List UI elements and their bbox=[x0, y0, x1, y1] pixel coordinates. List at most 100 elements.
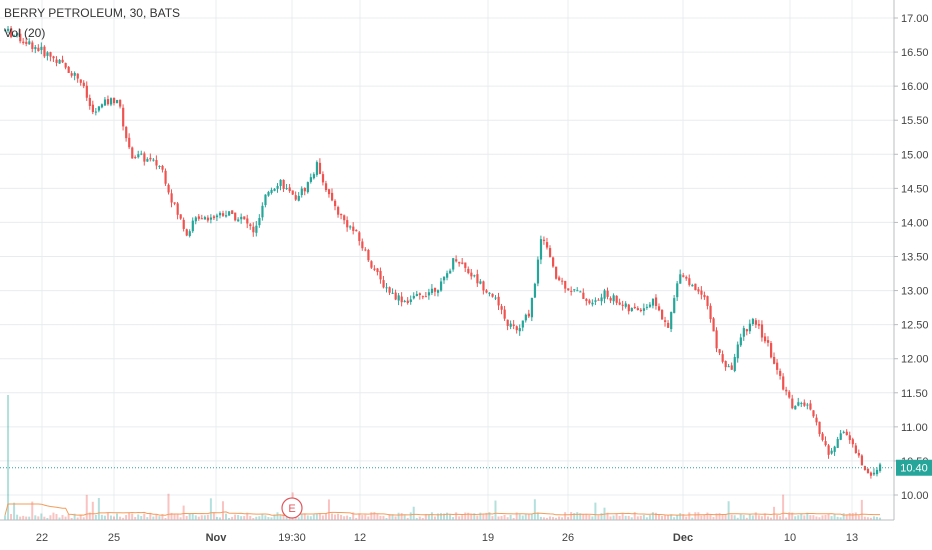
candle-body bbox=[279, 179, 282, 186]
time-tick-label: 10 bbox=[784, 532, 796, 544]
candle-body bbox=[869, 472, 873, 476]
volume-bar bbox=[346, 515, 349, 520]
volume-bar bbox=[385, 517, 388, 520]
volume-bar bbox=[443, 513, 446, 520]
volume-bar bbox=[46, 517, 49, 520]
candle-body bbox=[588, 300, 591, 304]
volume-legend[interactable]: Vol (20) bbox=[4, 26, 46, 40]
candle-body bbox=[536, 259, 540, 284]
candle-body bbox=[88, 97, 91, 106]
price-tick-label: 13.00 bbox=[901, 286, 929, 298]
candle-body bbox=[249, 224, 252, 227]
candle-body bbox=[803, 402, 806, 406]
candle-body bbox=[131, 147, 134, 159]
candle-body bbox=[879, 464, 882, 471]
price-tick-label: 16.00 bbox=[901, 81, 929, 93]
candle-body bbox=[576, 290, 579, 292]
volume-bar bbox=[536, 512, 539, 520]
candle-body bbox=[43, 46, 46, 57]
candle-body bbox=[164, 170, 167, 184]
candle-body bbox=[412, 295, 415, 299]
volume-bar bbox=[639, 515, 642, 520]
earnings-marker[interactable]: E bbox=[281, 497, 303, 519]
volume-bar bbox=[318, 513, 321, 520]
candle-body bbox=[70, 73, 73, 76]
volume-bar bbox=[22, 515, 25, 520]
candle-body bbox=[282, 179, 285, 189]
candle-body bbox=[476, 274, 479, 284]
volume-bar bbox=[657, 514, 660, 520]
candle-body bbox=[688, 278, 691, 285]
candle-body bbox=[261, 205, 264, 218]
volume-bar bbox=[212, 512, 215, 520]
candle-body bbox=[539, 239, 543, 260]
volume-bar bbox=[355, 517, 358, 520]
volume-bar bbox=[415, 517, 418, 520]
volume-bar bbox=[334, 514, 337, 520]
candle-body bbox=[46, 52, 49, 56]
candle-body bbox=[521, 320, 524, 328]
candle-body bbox=[812, 410, 815, 417]
volume-bar bbox=[791, 512, 794, 520]
candle-body bbox=[382, 280, 385, 288]
volume-bar bbox=[200, 515, 203, 520]
volume-bar bbox=[467, 512, 470, 520]
candle-body bbox=[421, 296, 425, 298]
volume-bar bbox=[706, 512, 709, 520]
candle-body bbox=[806, 404, 809, 406]
volume-bar bbox=[857, 515, 860, 520]
candle-body bbox=[697, 289, 700, 292]
volume-bar bbox=[34, 515, 37, 520]
volume-bar bbox=[615, 514, 618, 520]
volume-bar bbox=[545, 517, 548, 520]
candle-body bbox=[334, 200, 337, 207]
volume-bar bbox=[306, 515, 309, 520]
earnings-marker-circle[interactable] bbox=[281, 497, 303, 519]
candle-body bbox=[170, 193, 173, 203]
candle-body bbox=[818, 421, 821, 434]
volume-bar bbox=[140, 515, 143, 520]
candle-body bbox=[458, 261, 461, 264]
volume-bar bbox=[4, 515, 6, 520]
volume-bar bbox=[842, 513, 845, 520]
candle-body bbox=[788, 391, 791, 398]
candle-body bbox=[309, 177, 312, 182]
volume-bar bbox=[376, 513, 379, 520]
candle-body bbox=[179, 214, 182, 219]
price-tick-label: 10.00 bbox=[901, 490, 929, 502]
candle-body bbox=[330, 192, 334, 201]
candle-body bbox=[394, 292, 397, 300]
candle-body bbox=[488, 292, 491, 294]
candle-body bbox=[824, 441, 827, 446]
candle-body bbox=[624, 303, 627, 307]
volume-bar bbox=[388, 514, 391, 520]
candle-body bbox=[733, 357, 736, 371]
volume-bar bbox=[645, 517, 648, 520]
candle-body bbox=[315, 162, 319, 175]
last-price-tag: 10.40 bbox=[896, 459, 932, 476]
candle-body bbox=[700, 290, 703, 295]
candle-body bbox=[509, 323, 512, 327]
candle-body bbox=[839, 433, 842, 440]
candle-body bbox=[724, 361, 727, 368]
volume-bar bbox=[797, 515, 800, 520]
candle-body bbox=[573, 289, 576, 291]
time-tick-label: 13 bbox=[846, 532, 858, 544]
candle-body bbox=[857, 453, 861, 456]
candle-body bbox=[757, 324, 761, 326]
volume-bar bbox=[527, 514, 530, 520]
candle-body bbox=[294, 195, 297, 200]
candle-body bbox=[776, 362, 779, 370]
time-tick-label: 25 bbox=[108, 532, 120, 544]
earnings-marker-label[interactable]: E bbox=[288, 503, 295, 515]
candle-body bbox=[770, 343, 773, 358]
volume-bar bbox=[830, 516, 833, 520]
candle-body bbox=[352, 226, 355, 231]
candle-body bbox=[361, 241, 364, 249]
volume-bar bbox=[785, 517, 788, 520]
candle-body bbox=[570, 290, 573, 292]
volume-bar bbox=[776, 514, 779, 520]
volume-bar bbox=[458, 516, 461, 520]
volume-bar bbox=[255, 516, 258, 520]
volume-bar bbox=[548, 516, 551, 520]
